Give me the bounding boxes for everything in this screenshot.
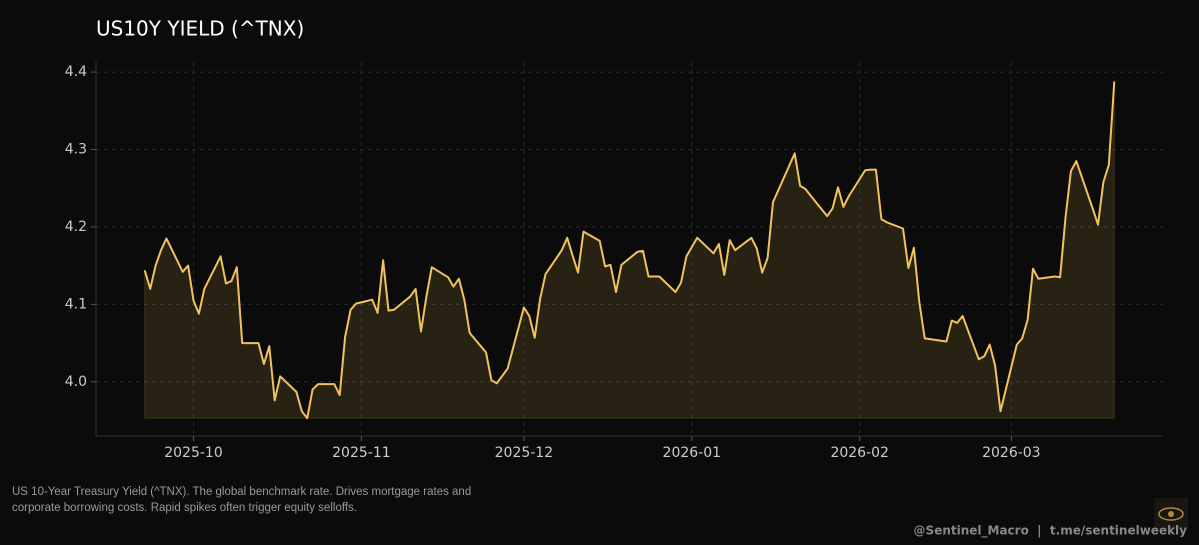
x-tick-label: 2025-10	[164, 445, 223, 461]
y-tick-label: 4.2	[65, 219, 87, 235]
y-tick-label: 4.0	[65, 374, 87, 390]
footer-credit: @Sentinel_Macro | t.me/sentinelweekly	[914, 524, 1188, 539]
subtitle-line: US 10-Year Treasury Yield (^TNX). The gl…	[12, 486, 471, 498]
line	[143, 81, 1116, 420]
y-tick-label: 4.3	[65, 141, 87, 157]
y-tick-label: 4.4	[65, 64, 87, 80]
chart-title: US10Y YIELD (^TNX)	[96, 17, 304, 41]
subtitle: US 10-Year Treasury Yield (^TNX). The gl…	[12, 486, 471, 514]
logo-eye	[1158, 507, 1184, 521]
subtitle-line: corporate borrowing costs. Rapid spikes …	[12, 502, 357, 514]
x-tick-label: 2025-12	[495, 445, 554, 461]
x-tick-label: 2026-01	[663, 445, 722, 461]
x-tick-label: 2025-11	[332, 445, 391, 461]
y-tick-label: 4.1	[65, 296, 87, 312]
logo-pupil	[1168, 511, 1174, 517]
x-tick-label: 2026-03	[982, 445, 1041, 461]
x-tick-label: 2026-02	[830, 445, 889, 461]
logo	[1154, 498, 1188, 530]
